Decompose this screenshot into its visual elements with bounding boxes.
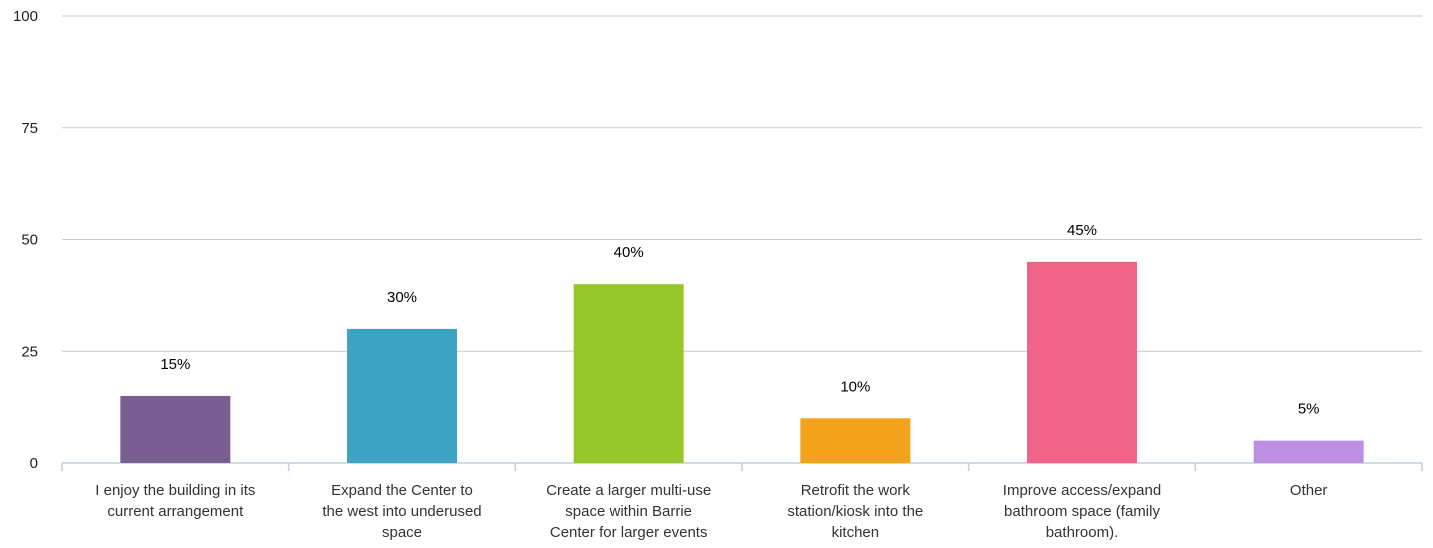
category-labels: I enjoy the building in its current arran…: [95, 482, 1327, 541]
category-label-line: kitchen: [832, 524, 880, 541]
category-label-line: the west into underused: [322, 503, 481, 520]
category-label-4: Improve access/expand bathroom space (fam…: [1003, 482, 1161, 541]
category-label-line: Center for larger events: [550, 524, 708, 541]
bar-1: [347, 328, 457, 463]
y-tick-label: 75: [21, 120, 38, 137]
data-label-3: 10%: [840, 378, 870, 395]
data-label-4: 45%: [1067, 222, 1097, 239]
category-label-line: I enjoy the building in its: [95, 482, 255, 499]
category-label-line: Improve access/expand: [1003, 482, 1161, 499]
category-label-3: Retrofit the work station/kiosk into the k…: [787, 482, 923, 541]
bar-4: [1027, 261, 1137, 463]
category-label-line: Retrofit the work: [801, 482, 911, 499]
gridlines: [62, 15, 1422, 352]
category-label-line: station/kiosk into the: [787, 503, 923, 520]
data-label-1: 30%: [387, 289, 417, 306]
y-tick-label: 100: [13, 8, 38, 25]
category-label-0: I enjoy the building in its current arran…: [95, 482, 255, 520]
category-label-line: current arrangement: [107, 503, 244, 520]
y-axis-tick-labels: 0 25 50 75 100: [13, 8, 38, 472]
category-label-1: Expand the Center to the west into underu…: [322, 482, 481, 541]
data-label-5: 5%: [1298, 401, 1320, 418]
bar-5: [1253, 440, 1364, 463]
category-label-line: Other: [1290, 482, 1328, 499]
y-tick-label: 0: [30, 455, 38, 472]
category-label-line: bathroom space (family: [1004, 503, 1160, 520]
category-label-line: Create a larger multi-use: [546, 482, 711, 499]
bar-0: [120, 395, 231, 463]
category-label-line: space within Barrie: [565, 503, 692, 520]
data-label-0: 15%: [160, 356, 190, 373]
category-label-5: Other: [1290, 482, 1328, 499]
bar-2: [573, 284, 684, 463]
category-label-2: Create a larger multi-use space within Ba…: [546, 482, 711, 541]
data-labels: 15% 30% 40% 10% 45% 5%: [160, 222, 1319, 418]
y-tick-label: 50: [21, 232, 38, 249]
data-label-2: 40%: [614, 244, 644, 261]
bars: [120, 261, 1364, 463]
y-tick-label: 25: [21, 343, 38, 360]
category-label-line: bathroom).: [1046, 524, 1119, 541]
category-label-line: Expand the Center to: [331, 482, 473, 499]
category-label-line: space: [382, 524, 422, 541]
bar-3: [800, 418, 911, 463]
x-axis: [61, 462, 1423, 471]
